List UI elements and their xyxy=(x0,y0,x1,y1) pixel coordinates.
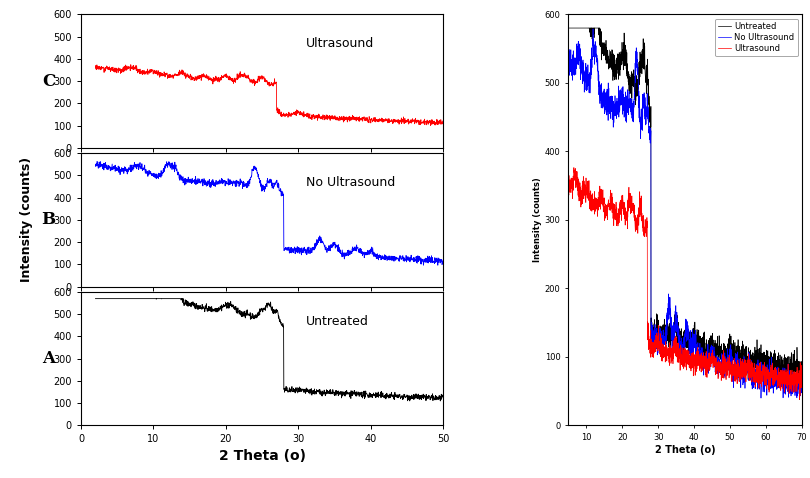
Line: Untreated: Untreated xyxy=(569,28,802,389)
Untreated xyxy=(791,369,800,374)
No Ultrasound xyxy=(748,372,757,378)
X-axis label: 2 Theta (o): 2 Theta (o) xyxy=(219,449,305,463)
Text: C: C xyxy=(42,73,55,89)
No Ultrasound xyxy=(671,303,680,308)
Ultrasound xyxy=(677,353,687,358)
Ultrasound xyxy=(564,186,573,192)
No Ultrasound xyxy=(677,358,687,364)
Text: B: B xyxy=(41,211,55,228)
No Ultrasound xyxy=(756,395,765,401)
Untreated xyxy=(575,25,585,31)
Ultrasound xyxy=(795,397,804,402)
No Ultrasound xyxy=(575,51,585,57)
No Ultrasound xyxy=(797,378,807,383)
Ultrasound xyxy=(569,165,578,171)
No Ultrasound xyxy=(588,26,598,32)
Ultrasound xyxy=(671,347,680,352)
Line: Ultrasound: Ultrasound xyxy=(569,168,802,400)
Untreated xyxy=(794,386,804,392)
Untreated xyxy=(671,322,680,327)
Text: Ultrasound: Ultrasound xyxy=(305,37,373,50)
Text: No Ultrasound: No Ultrasound xyxy=(305,176,394,189)
No Ultrasound xyxy=(564,58,573,64)
Ultrasound xyxy=(797,383,807,389)
Untreated xyxy=(797,372,807,378)
Text: Intensity (counts): Intensity (counts) xyxy=(20,157,33,282)
No Ultrasound xyxy=(791,378,800,383)
X-axis label: 2 Theta (o): 2 Theta (o) xyxy=(654,445,715,455)
Ultrasound xyxy=(791,369,800,375)
Untreated xyxy=(564,25,573,31)
Legend: Untreated, No Ultrasound, Ultrasound: Untreated, No Ultrasound, Ultrasound xyxy=(715,19,798,56)
Ultrasound xyxy=(791,372,800,378)
Ultrasound xyxy=(748,367,757,373)
Text: A: A xyxy=(42,350,55,367)
Ultrasound xyxy=(575,191,585,197)
Untreated xyxy=(677,333,687,338)
Untreated xyxy=(790,364,799,369)
Line: No Ultrasound: No Ultrasound xyxy=(569,29,802,398)
No Ultrasound xyxy=(791,390,800,396)
Untreated xyxy=(748,355,757,360)
Y-axis label: Intensity (counts): Intensity (counts) xyxy=(533,177,542,262)
Text: Untreated: Untreated xyxy=(305,315,369,328)
